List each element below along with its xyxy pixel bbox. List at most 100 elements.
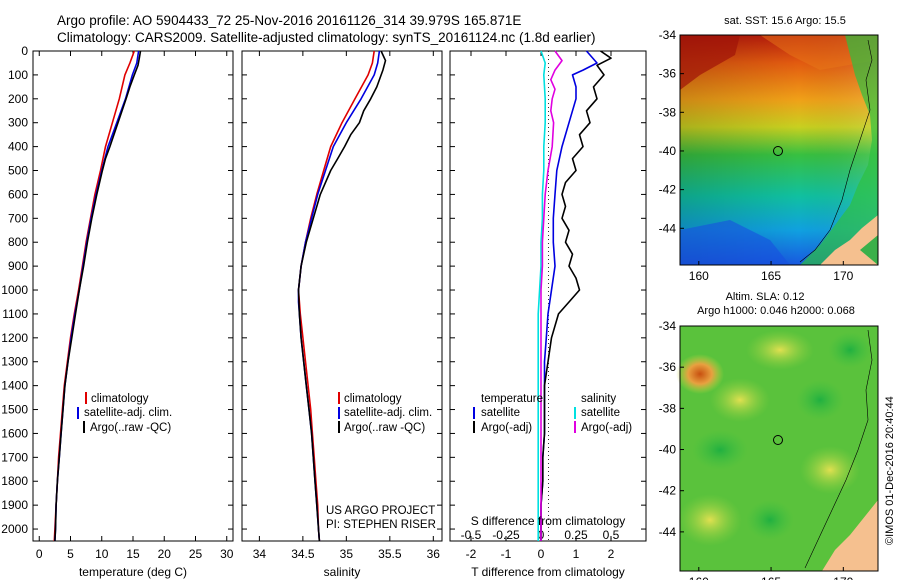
temperature-series [53,50,142,542]
x-tick-label: 2 [608,547,615,561]
sst-map-field [680,35,878,265]
sla-map-title: Altim. SLA: 0.12 [726,291,805,303]
sla-map-y-ticks: -34 -36 -38 -40 -42 -44 [659,319,684,539]
depth-tick-label: 1700 [1,450,28,464]
sla-map-field [676,326,878,571]
salinity-xlabel: salinity [324,565,361,579]
lat-tick-label: -44 [659,525,677,539]
figure-title-line2: Climatology: CARS2009. Satellite-adjuste… [57,30,596,45]
coastline [799,39,873,263]
temperature-panel: 0100200300400500600700800900100011001200… [1,44,233,579]
lat-tick-label: -34 [659,28,677,42]
sla-map-frame [679,325,879,572]
lat-tick-label: -42 [659,183,677,197]
lat-tick-label: -36 [659,67,677,81]
series-line [537,50,546,541]
lon-tick-label: 170 [833,575,853,580]
lat-tick-label: -40 [659,144,677,158]
imos-credit: ©IMOS 01-Dec-2016 20:40:44 [884,396,896,545]
s-diff-tick-label: -0.5 [461,528,482,542]
temperature-legend: climatology satellite-adj. clim. Argo(..… [77,392,172,434]
lat-tick-label: -40 [659,443,677,457]
argo-position-marker [773,435,783,445]
sst-map-y-ticks: -34 -36 -38 -40 -42 -44 [659,28,684,235]
depth-tick-label: 1800 [1,474,28,488]
series-line [540,50,563,541]
legend-label-satellite: satellite-adj. clim. [344,407,432,419]
lon-tick-label: 170 [833,269,853,283]
difference-panel: -2 -1 0 1 2 -0.5 -0.25 0 0.25 0.5 S difference f… [449,50,647,579]
legend-label-temp-satellite: satellite [481,407,520,419]
x-tick-label: 34.5 [291,547,315,561]
depth-tick-label: 1500 [1,403,28,417]
depth-tick-label: 1000 [1,283,28,297]
depth-tick-label: 300 [8,116,28,130]
x-tick-label: 36 [427,547,441,561]
difference-plot-frame [449,50,647,542]
depth-tick-label: 900 [8,259,28,273]
legend-label-sal-satellite: satellite [581,407,620,419]
depth-tick-label: 2000 [1,522,28,536]
depth-tick-label: 200 [8,92,28,106]
x-tick-label: 10 [95,547,109,561]
sst-map: sat. SST: 15.6 Argo: 15.5 160 165 170 -34-… [659,15,879,283]
sst-map-title: sat. SST: 15.6 Argo: 15.5 [724,15,846,27]
x-tick-label: 25 [189,547,203,561]
temperature-plot-frame [32,50,234,542]
x-tick-label: 30 [220,547,234,561]
x-tick-label: 0 [36,547,43,561]
depth-tick-label: 1900 [1,498,28,512]
x-tick-label: -1 [501,547,512,561]
pi-annotation: PI: STEPHEN RISER [326,519,436,531]
lat-tick-label: -44 [659,221,677,235]
lat-tick-label: -38 [659,401,677,415]
lat-tick-label: -38 [659,105,677,119]
land-mass [822,500,878,571]
lon-tick-label: 160 [689,575,709,580]
sst-map-frame [679,34,879,266]
x-tick-label: 0 [538,547,545,561]
lat-tick-label: -36 [659,360,677,374]
difference-top-ticks: -0.5 -0.25 0 0.25 0.5 [461,528,620,542]
argo-position-marker [773,146,783,156]
series-line [297,50,387,542]
difference-x-ticks: -2 -1 0 1 2 [466,51,615,561]
salinity-difference-label: S difference from climatology [471,514,626,528]
depth-tick-label: 1200 [1,331,28,345]
depth-tick-label: 1100 [2,307,28,321]
temperature-difference-xlabel: T difference from climatology [471,565,625,579]
lon-tick-label: 165 [761,269,781,283]
difference-legend: temperature salinity satellite Argo(-adj… [473,393,632,434]
depth-tick-label: 100 [8,68,28,82]
s-diff-tick-label: 0.5 [603,528,620,542]
lat-tick-label: -42 [659,484,677,498]
depth-tick-label: 1600 [1,426,28,440]
legend-label-sal-argo: Argo(-adj) [581,422,632,434]
sla-map-subtitle: Argo h1000: 0.046 h2000: 0.068 [697,305,855,317]
x-tick-label: 1 [573,547,580,561]
lat-tick-label: -34 [659,319,677,333]
salinity-panel: 34 34.5 35 35.5 36 salinity climatology sate… [241,50,443,579]
s-diff-tick-label: 0.25 [564,528,588,542]
temperature-x-ticks: 0 5 10 15 20 25 30 [36,51,234,561]
s-diff-tick-label: -0.25 [492,528,520,542]
lon-tick-label: 165 [761,575,781,580]
sla-map: Altim. SLA: 0.12 Argo h1000: 0.046 h2000… [659,291,896,580]
depth-tick-label: 1400 [1,379,28,393]
depth-tick-label: 500 [8,164,28,178]
temperature-xlabel: temperature (deg C) [79,565,187,579]
legend-label-argo: Argo(..raw -QC) [344,422,425,434]
x-tick-label: 35 [340,547,354,561]
legend-label-climatology: climatology [344,393,402,405]
figure-title-line1: Argo profile: AO 5904433_72 25-Nov-2016 … [57,13,521,28]
legend-title-salinity: salinity [581,393,616,405]
series-line [54,50,142,542]
salinity-x-ticks: 34 34.5 35 35.5 36 [253,51,441,561]
x-tick-label: 35.5 [378,547,402,561]
legend-label-satellite: satellite-adj. clim. [84,407,172,419]
difference-series [537,50,612,541]
salinity-series [297,50,387,542]
x-tick-label: -2 [466,547,477,561]
legend-label-argo: Argo(..raw -QC) [90,422,171,434]
